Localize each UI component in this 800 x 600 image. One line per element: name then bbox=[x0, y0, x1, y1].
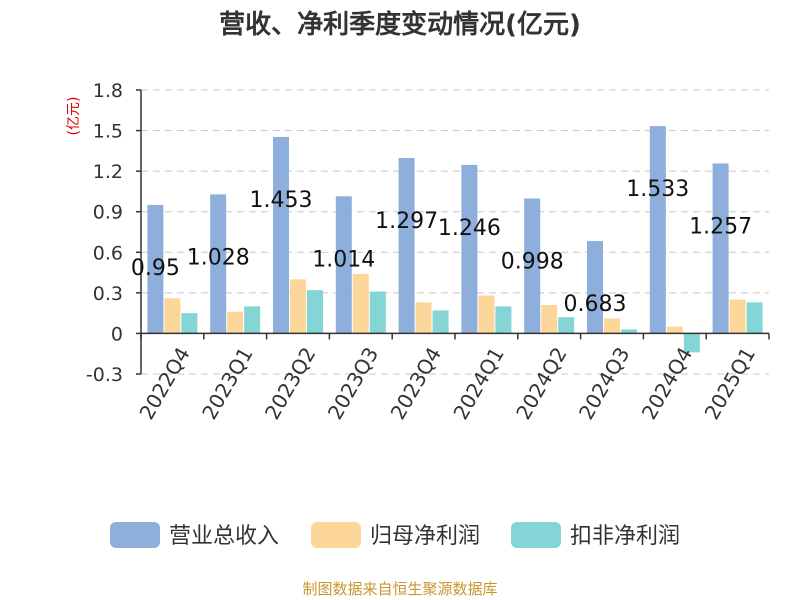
bar-parent-net-profit bbox=[290, 279, 306, 334]
legend-label: 归母净利润 bbox=[370, 524, 480, 549]
bar-parent-net-profit bbox=[352, 273, 369, 334]
bar-deducted-net-profit bbox=[495, 306, 512, 334]
y-tick-label: -0.3 bbox=[86, 364, 123, 386]
y-tick-label: 0.6 bbox=[93, 242, 123, 264]
legend-label: 营业总收入 bbox=[169, 524, 279, 549]
bar-deducted-net-profit bbox=[181, 313, 198, 334]
data-label: 0.95 bbox=[131, 256, 180, 281]
y-tick-label: 0.9 bbox=[93, 202, 123, 224]
bar-deducted-net-profit bbox=[307, 290, 323, 334]
bar-deducted-net-profit bbox=[558, 317, 575, 334]
data-label: 1.257 bbox=[689, 214, 752, 239]
bar-revenue bbox=[461, 164, 478, 334]
legend-swatch bbox=[511, 522, 561, 548]
bar-revenue bbox=[649, 126, 666, 334]
x-tick-label: 2024Q1 bbox=[448, 343, 508, 424]
x-axis-ticks: 2022Q4 2023Q1 2023Q2 2023Q3 2023Q4 2024Q1 2024… bbox=[134, 343, 760, 424]
bar-parent-net-profit bbox=[164, 298, 181, 334]
x-tick-label: 2025Q1 bbox=[700, 343, 760, 424]
legend-swatch bbox=[311, 522, 361, 548]
data-label: 1.246 bbox=[438, 216, 501, 241]
x-tick-label: 2024Q2 bbox=[511, 343, 571, 424]
y-axis-unit-label: (亿元) bbox=[66, 97, 82, 136]
x-tick-label: 2024Q3 bbox=[574, 343, 634, 424]
bar-deducted-net-profit bbox=[621, 329, 637, 334]
data-label: 1.028 bbox=[187, 245, 250, 270]
bar-deducted-net-profit bbox=[746, 302, 763, 334]
bar-parent-net-profit bbox=[415, 302, 432, 334]
data-label: 1.533 bbox=[626, 177, 689, 202]
bar-parent-net-profit bbox=[478, 295, 495, 334]
bar-deducted-net-profit bbox=[683, 333, 700, 353]
data-label: 0.998 bbox=[501, 249, 564, 274]
bar-deducted-net-profit bbox=[244, 306, 261, 334]
bar-revenue bbox=[147, 204, 164, 334]
x-tick-label: 2023Q1 bbox=[197, 343, 257, 424]
chart-title: 营收、净利季度变动情况(亿元) bbox=[219, 9, 581, 40]
y-tick-label: 0.3 bbox=[93, 283, 123, 305]
bar-revenue bbox=[210, 194, 227, 334]
x-tick-label: 2023Q4 bbox=[386, 343, 446, 424]
bar-revenue bbox=[335, 196, 352, 334]
bar-revenue bbox=[524, 198, 541, 334]
data-label: 1.297 bbox=[375, 209, 438, 234]
x-tick-label: 2023Q3 bbox=[323, 343, 383, 424]
bar-parent-net-profit bbox=[729, 299, 746, 334]
source-note: 制图数据来自恒生聚源数据库 bbox=[302, 580, 497, 598]
bar-revenue bbox=[587, 241, 603, 334]
axes bbox=[136, 89, 770, 375]
bar-revenue bbox=[398, 158, 415, 334]
y-tick-label: 0 bbox=[111, 323, 123, 345]
data-label: 0.683 bbox=[564, 292, 627, 317]
legend: 营业总收入 归母净利润 扣非净利润 bbox=[110, 522, 680, 549]
bar-revenue bbox=[712, 163, 729, 334]
x-tick-label: 2022Q4 bbox=[134, 343, 194, 424]
bars-group bbox=[147, 126, 763, 353]
legend-swatch bbox=[110, 522, 160, 548]
data-label: 1.014 bbox=[312, 247, 375, 272]
y-tick-label: 1.8 bbox=[93, 80, 123, 102]
bar-deducted-net-profit bbox=[432, 310, 449, 334]
bar-parent-net-profit bbox=[541, 305, 558, 334]
y-tick-label: 1.5 bbox=[93, 121, 123, 143]
bar-parent-net-profit bbox=[666, 326, 683, 334]
x-tick-label: 2024Q4 bbox=[637, 343, 697, 424]
data-label: 1.453 bbox=[250, 188, 313, 213]
bar-parent-net-profit bbox=[227, 311, 244, 334]
bar-revenue bbox=[273, 136, 289, 334]
legend-label: 扣非净利润 bbox=[570, 524, 680, 549]
bar-deducted-net-profit bbox=[369, 291, 386, 334]
x-tick-label: 2023Q2 bbox=[260, 343, 320, 424]
y-tick-label: 1.2 bbox=[93, 161, 123, 183]
bar-parent-net-profit bbox=[604, 318, 620, 334]
y-axis-ticks: -0.3 0 0.3 0.6 0.9 1.2 1.5 1.8 bbox=[86, 80, 123, 386]
grid-lines bbox=[141, 89, 769, 375]
